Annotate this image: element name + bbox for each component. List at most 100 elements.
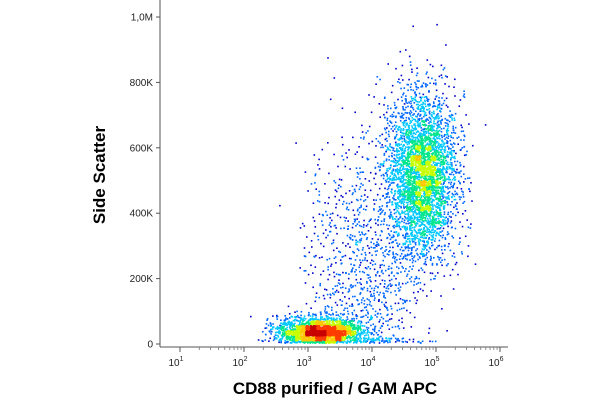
event-dot (290, 322, 293, 324)
event-dot (437, 120, 439, 123)
event-dot (438, 123, 440, 126)
event-dot (450, 153, 453, 156)
event-dot (384, 280, 386, 282)
event-dot (439, 235, 442, 237)
event-dot (435, 222, 438, 225)
event-dot (425, 254, 427, 256)
event-dot (406, 194, 409, 196)
event-dot (385, 290, 387, 292)
event-dot (438, 102, 441, 105)
event-dot (391, 152, 393, 155)
event-dot (368, 247, 370, 250)
event-dot (421, 202, 424, 204)
event-dot (435, 234, 437, 237)
event-dot (421, 135, 423, 137)
event-dot (334, 301, 337, 304)
event-dot (358, 266, 360, 269)
event-dot (404, 215, 406, 218)
event-dot (420, 228, 422, 230)
event-dot (440, 201, 443, 203)
event-dot (300, 318, 302, 321)
event-dot (409, 259, 411, 261)
event-dot (311, 317, 314, 319)
event-dot (425, 169, 428, 172)
event-dot (287, 305, 290, 308)
event-dot (407, 149, 409, 151)
event-dot (449, 249, 452, 252)
event-dot (288, 320, 290, 323)
event-dot (361, 124, 363, 127)
event-dot (410, 102, 412, 105)
event-dot (433, 192, 436, 194)
event-dot (408, 55, 411, 58)
event-dot (399, 216, 401, 219)
event-dot (380, 183, 383, 185)
event-dot (415, 185, 418, 187)
event-dot (408, 197, 411, 200)
event-dot (337, 165, 339, 168)
event-dot (400, 246, 403, 249)
event-dot (406, 309, 408, 312)
event-dot (342, 143, 344, 146)
event-dot (387, 191, 389, 194)
event-dot (397, 232, 400, 235)
event-dot (403, 151, 405, 153)
event-dot (343, 227, 345, 229)
event-dot (304, 171, 307, 173)
event-dot (454, 214, 457, 217)
event-dot (348, 273, 350, 275)
event-dot (395, 130, 398, 133)
event-dot (391, 271, 393, 273)
event-dot (460, 130, 463, 133)
event-dot (402, 234, 404, 237)
event-dot (402, 121, 405, 123)
event-dot (423, 246, 426, 248)
event-dot (432, 112, 435, 115)
event-dot (436, 189, 438, 192)
event-dot (399, 222, 401, 224)
event-dot (408, 247, 411, 249)
event-dot (445, 169, 447, 171)
event-dot (384, 172, 387, 175)
event-dot (425, 215, 428, 218)
event-dot (371, 264, 374, 266)
event-dot (320, 318, 322, 320)
event-dot (290, 342, 293, 344)
event-dot (385, 340, 387, 342)
event-dot (433, 204, 435, 207)
event-dot (406, 122, 408, 125)
event-dot (418, 134, 420, 136)
event-dot (431, 264, 434, 266)
event-dot (435, 162, 437, 164)
event-dot (423, 148, 425, 151)
event-dot (374, 156, 377, 158)
event-dot (357, 199, 359, 202)
event-dot (283, 329, 285, 332)
event-dot (429, 217, 431, 219)
event-dot (312, 202, 315, 204)
event-dot (382, 292, 385, 294)
event-dot (359, 293, 361, 295)
event-dot (358, 211, 361, 214)
event-dot (409, 130, 412, 133)
event-dot (415, 275, 418, 278)
event-dot (416, 148, 419, 151)
event-dot (403, 121, 406, 124)
event-dot (410, 149, 413, 151)
event-dot (302, 320, 304, 323)
event-dot (370, 295, 372, 297)
event-dot (454, 157, 456, 160)
event-dot (383, 174, 385, 177)
event-dot (359, 167, 361, 169)
event-dot (409, 86, 412, 88)
event-dot (439, 154, 442, 157)
event-dot (429, 213, 432, 215)
event-dot (393, 226, 395, 229)
event-dot (430, 186, 432, 189)
event-dot (400, 271, 402, 273)
event-dot (394, 337, 397, 340)
event-dot (359, 328, 362, 330)
event-dot (395, 175, 397, 178)
event-dot (416, 188, 418, 191)
event-dot (452, 137, 454, 139)
